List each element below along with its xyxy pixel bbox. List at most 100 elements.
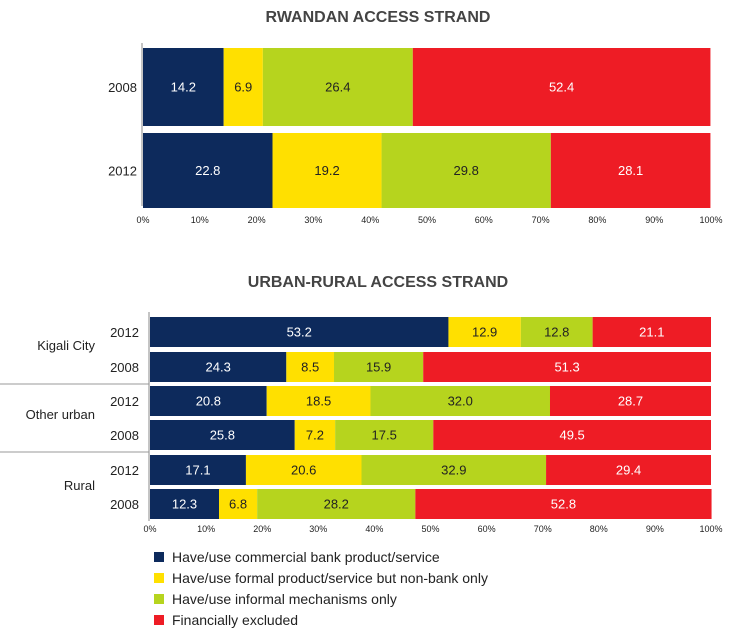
legend-label-0: Have/use commercial bank product/service [172,549,440,565]
chart1-bar-2012-r1-s3 [550,133,711,208]
chart2-bar-2008-r1-s3 [423,352,711,382]
legend-swatch-1 [154,573,164,583]
chart1-bar-2008-r0-s3 [412,48,711,126]
chart2-bar-2008-r1-s1 [286,352,335,382]
chart2-x-tick-4: 40% [365,524,383,534]
legend-swatch-2 [154,594,164,604]
chart1-value-label-r0-s3: 52.4 [549,80,574,95]
legend-swatch-3 [154,615,164,625]
chart2-value-label-r0-s3: 21.1 [639,325,664,340]
chart2-x-tick-9: 90% [646,524,664,534]
chart2-bar-2012-r0-s0 [150,317,449,347]
chart1-x-tick-0: 0% [136,215,149,225]
chart1-x-tick-2: 20% [248,215,266,225]
chart2-x-tick-2: 20% [253,524,271,534]
chart2-value-label-r2-s0: 20.8 [196,394,221,409]
chart2-bar-2012-r4-s1 [245,455,362,485]
chart2-value-label-r5-s2: 28.2 [324,497,349,512]
chart2-category-label-r5: 2008 [110,497,139,512]
chart2-bar-2008-r3-s2 [335,420,434,450]
chart1-value-label-r0-s2: 26.4 [325,80,350,95]
chart1-x-tick-3: 30% [304,215,322,225]
chart2-category-label-r2: 2012 [110,394,139,409]
chart2-bar-2012-r2-s2 [370,386,550,416]
chart1-x-tick-4: 40% [361,215,379,225]
chart2-title: URBAN-RURAL ACCESS STRAND [248,274,508,291]
chart2-value-label-r2-s1: 18.5 [306,394,331,409]
chart1-bar-2012-r1-s0 [143,133,273,208]
chart2-category-label-r4: 2012 [110,463,139,478]
chart2-value-label-r4-s1: 20.6 [291,463,316,478]
chart2-value-label-r3-s0: 25.8 [210,428,235,443]
chart2-value-label-r0-s2: 12.8 [544,325,569,340]
chart2-x-tick-7: 70% [534,524,552,534]
chart2-plot: 53.2 12.9 12.8 21.1 2012 24.3 8.5 15.9 51.3 2008 2… [0,312,723,534]
chart2-bar-2008-r5-s3 [415,489,712,519]
chart1-bar-2012-r1-s2 [381,133,551,208]
legend-label-3: Financially excluded [172,612,298,628]
chart2-group-label-2: Rural [64,478,95,493]
chart2-bar-2012-r0-s3 [592,317,711,347]
chart1-value-label-r0-s1: 6.9 [234,80,252,95]
chart1-value-label-r0-s0: 14.2 [171,80,196,95]
chart2-value-label-r4-s2: 32.9 [441,463,466,478]
chart2-bar-2012-r2-s1 [266,386,371,416]
chart2-bar-2008-r5-s2 [257,489,416,519]
chart2-value-label-r1-s0: 24.3 [206,360,231,375]
chart1-value-label-r1-s3: 28.1 [618,163,643,178]
chart2-value-label-r4-s0: 17.1 [185,463,210,478]
chart2-bar-2012-r0-s2 [520,317,593,347]
chart1-bar-2008-r0-s2 [262,48,413,126]
chart1-x-tick-6: 60% [475,215,493,225]
chart2-bar-2008-r5-s0 [150,489,220,519]
chart2-bar-2008-r3-s0 [150,420,295,450]
chart2-value-label-r3-s2: 17.5 [372,428,397,443]
chart2-bar-2012-r2-s3 [549,386,711,416]
legend-swatch-0 [154,552,164,562]
chart1-category-label-r0: 2008 [108,80,137,95]
chart2-bar-2008-r1-s0 [150,352,287,382]
chart1-value-label-r1-s0: 22.8 [195,163,220,178]
chart2-bar-2012-r2-s0 [150,386,267,416]
chart2-bar-2012-r0-s1 [448,317,521,347]
chart1-bar-2008-r0-s0 [143,48,224,126]
chart1-title: RWANDAN ACCESS STRAND [266,9,491,26]
chart2-x-tick-0: 0% [143,524,156,534]
chart1-x-tick-9: 90% [645,215,663,225]
chart2-bar-2012-r4-s2 [361,455,547,485]
chart2-category-label-r0: 2012 [110,325,139,340]
chart2-value-label-r5-s3: 52.8 [551,497,576,512]
chart2-value-label-r3-s3: 49.5 [559,428,584,443]
chart1-bar-2012-r1-s1 [272,133,382,208]
chart2-value-label-r5-s1: 6.8 [229,497,247,512]
chart2-value-label-r2-s3: 28.7 [618,394,643,409]
chart2-value-label-r3-s1: 7.2 [306,428,324,443]
chart2-value-label-r4-s3: 29.4 [616,463,641,478]
chart2-bar-2008-r5-s1 [219,489,258,519]
chart2-group-label-1: Other urban [26,407,95,422]
chart1-plot: 14.2 6.9 26.4 52.4 2008 22.8 19.2 29.8 28.1 2012 0… [108,43,723,225]
chart2-value-label-r0-s1: 12.9 [472,325,497,340]
chart2-value-label-r1-s3: 51.3 [554,360,579,375]
chart2-x-tick-6: 60% [478,524,496,534]
chart2-group-label-0: Kigali City [37,338,95,353]
chart2-bar-2012-r4-s0 [150,455,246,485]
chart2-x-tick-8: 80% [590,524,608,534]
chart2-value-label-r0-s0: 53.2 [287,325,312,340]
chart1-value-label-r1-s2: 29.8 [454,163,479,178]
chart2-value-label-r1-s2: 15.9 [366,360,391,375]
chart2-bar-2008-r3-s3 [433,420,711,450]
chart1-x-tick-7: 70% [532,215,550,225]
chart2-x-tick-10: 100% [699,524,722,534]
chart2-x-tick-3: 30% [309,524,327,534]
legend-label-1: Have/use formal product/service but non-… [172,570,488,586]
chart2-value-label-r5-s0: 12.3 [172,497,197,512]
chart2-x-tick-1: 10% [197,524,215,534]
chart2-x-tick-5: 50% [421,524,439,534]
legend-label-2: Have/use informal mechanisms only [172,591,397,607]
chart2-value-label-r2-s2: 32.0 [448,394,473,409]
chart2-bar-2008-r3-s1 [294,420,336,450]
chart1-category-label-r1: 2012 [108,164,137,179]
chart2-category-label-r3: 2008 [110,428,139,443]
